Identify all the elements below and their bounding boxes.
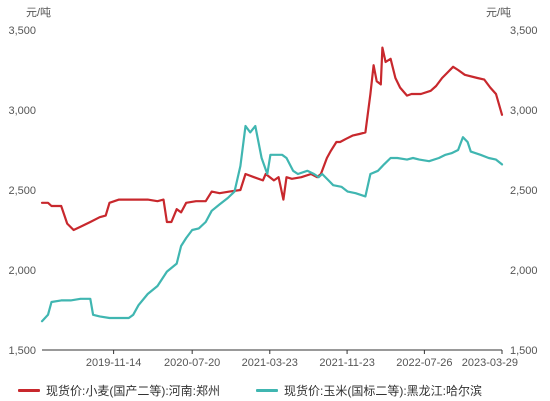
y-axis-right: 1,500 2,000 2,500 3,000 3,500 <box>510 25 538 357</box>
y-tick-left-label: 2,000 <box>8 265 36 277</box>
x-tick-label: 2019-11-14 <box>86 357 141 369</box>
series-line-wheat <box>40 46 504 232</box>
y-tick-right-label: 3,000 <box>510 105 538 117</box>
x-tick-label: 2022-07-26 <box>396 357 452 369</box>
y-tick-right-label: 3,500 <box>510 25 538 37</box>
series-layer <box>40 46 504 323</box>
y-tick-right-label: 2,000 <box>510 265 538 277</box>
x-tick-label: 2020-07-20 <box>164 357 220 369</box>
y-tick-left-label: 1,500 <box>8 345 36 357</box>
y-tick-left-label: 2,500 <box>8 185 36 197</box>
y-tick-right-label: 2,500 <box>510 185 538 197</box>
y-tick-right-label: 1,500 <box>510 345 538 357</box>
line-chart: 1,500 2,000 2,500 3,000 3,500 1,500 2,000 2,50… <box>8 6 538 369</box>
x-axis-ticks: 2019-11-14 2020-07-20 2021-03-23 2021-11-23… <box>86 350 518 369</box>
y-unit-left: 元/吨 <box>26 6 51 19</box>
x-tick-label: 2023-03-29 <box>462 357 518 369</box>
y-tick-left-label: 3,000 <box>8 105 36 117</box>
y-axis-left: 1,500 2,000 2,500 3,000 3,500 <box>8 25 36 357</box>
x-tick-label: 2021-03-23 <box>242 357 298 369</box>
legend-label-wheat: 现货价:小麦(国产二等):河南:郑州 <box>46 383 220 398</box>
series-line-corn <box>40 124 504 323</box>
y-unit-right: 元/吨 <box>486 6 511 19</box>
legend-swatch-wheat <box>18 388 40 392</box>
legend-item-corn[interactable]: 现货价:玉米(国标二等):黑龙江:哈尔滨 <box>256 382 482 399</box>
legend-item-wheat[interactable]: 现货价:小麦(国产二等):河南:郑州 <box>18 382 220 399</box>
legend-label-corn: 现货价:玉米(国标二等):黑龙江:哈尔滨 <box>284 383 482 398</box>
y-tick-left-label: 3,500 <box>8 25 36 37</box>
x-tick-label: 2021-11-23 <box>319 357 374 369</box>
legend-swatch-corn <box>256 388 278 392</box>
legend: 现货价:小麦(国产二等):河南:郑州 现货价:玉米(国标二等):黑龙江:哈尔滨 <box>0 381 550 399</box>
